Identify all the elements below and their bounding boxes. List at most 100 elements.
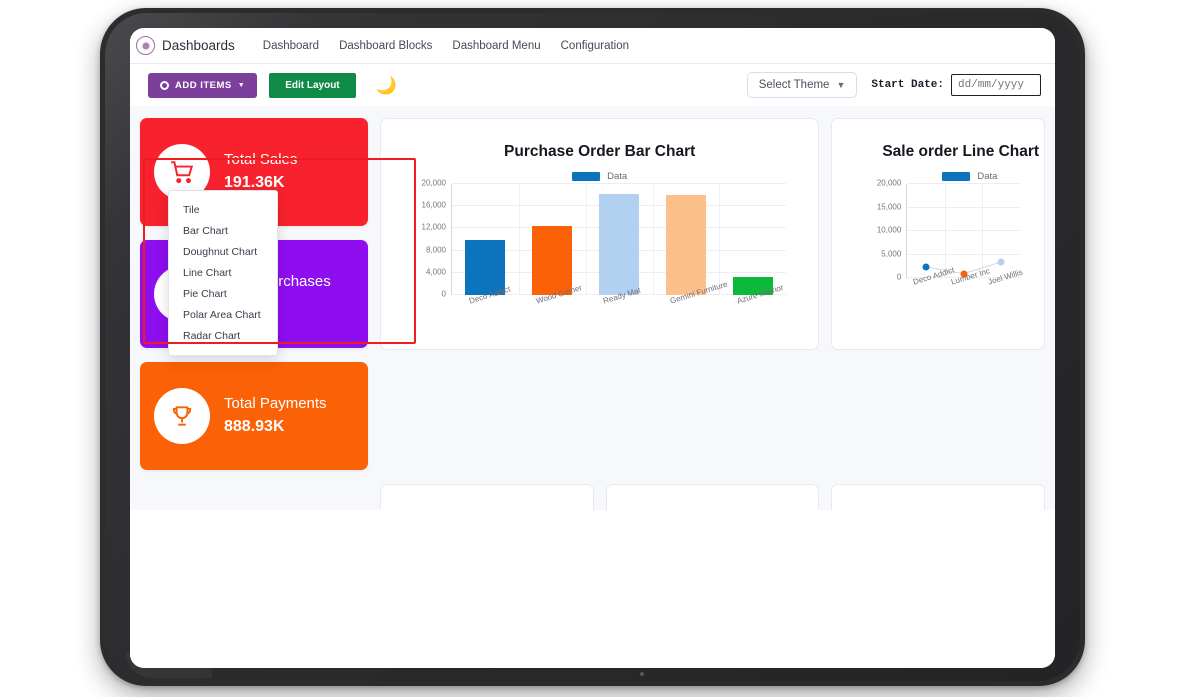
journal-title: Journal Entries xyxy=(864,509,1026,510)
pie-title: Purchase Pie Report xyxy=(625,509,801,510)
y-tick: 8,000 xyxy=(425,245,446,255)
start-date-input[interactable] xyxy=(951,74,1041,96)
bar[interactable] xyxy=(732,277,773,295)
gridline: 20,000 xyxy=(877,179,1020,188)
data-point[interactable] xyxy=(960,270,968,278)
legend-label: Data xyxy=(977,171,998,182)
y-tick: 10,000 xyxy=(876,225,902,235)
tile-total-payments[interactable]: Total Payments 888.93K xyxy=(140,362,368,470)
app-navbar: Dashboards Dashboard Dashboard Blocks Da… xyxy=(130,28,1055,64)
dropdown-item-polar-area-chart[interactable]: Polar Area Chart xyxy=(183,308,261,321)
gridline: 5,000 xyxy=(881,249,1020,258)
line-chart-axes: 0 5,000 10,000 15,000 20,000 xyxy=(877,179,1020,282)
legend-label: Data xyxy=(607,171,628,182)
legend-swatch xyxy=(942,172,971,181)
dropdown-item-bar-chart[interactable]: Bar Chart xyxy=(183,224,228,237)
line-chart-legend: Data xyxy=(942,171,1026,182)
y-tick: 0 xyxy=(441,289,446,299)
chevron-down-icon: ▼ xyxy=(836,80,846,90)
data-point[interactable] xyxy=(922,263,930,271)
add-items-label: ADD ITEMS xyxy=(175,79,232,91)
bar-chart-inner: Purchase Order Bar Chart Data xyxy=(391,129,809,325)
pie-inner: Purchase Pie Report Deco Addict Wood Cor… xyxy=(616,495,809,510)
card-journal-entries[interactable]: Journal Entries xyxy=(831,484,1045,510)
data-point[interactable] xyxy=(997,258,1005,266)
bar[interactable] xyxy=(599,194,640,295)
bar-chart-legend: Data xyxy=(399,171,800,182)
bar[interactable] xyxy=(465,240,506,295)
dropdown-item-radar-chart[interactable]: Radar Chart xyxy=(183,329,241,342)
gridline: 20,000 xyxy=(422,179,787,188)
bar-chart-plot: 0 4,000 8,000 12,000 16,000 20,000 xyxy=(405,179,794,319)
bar-chart-axes: 0 4,000 8,000 12,000 16,000 20,000 xyxy=(422,179,787,299)
dropdown-item-line-chart[interactable]: Line Chart xyxy=(183,266,232,279)
circular-logo-icon xyxy=(136,36,155,55)
y-tick: 12,000 xyxy=(421,222,446,232)
dropdown-item-tile[interactable]: Tile xyxy=(183,203,200,216)
bar-chart-title: Purchase Order Bar Chart xyxy=(504,143,696,160)
toolbar-right-group: Select Theme ▼ Start Date: xyxy=(746,72,1041,98)
y-tick: 20,000 xyxy=(421,178,446,188)
nav-link-configuration[interactable]: Configuration xyxy=(560,39,630,52)
empty-page-area xyxy=(130,510,1055,668)
y-tick: 15,000 xyxy=(876,202,902,211)
bar-series xyxy=(452,184,786,295)
edit-layout-button[interactable]: Edit Layout xyxy=(269,72,356,98)
card-purchase-pie-report[interactable]: Purchase Pie Report Deco Addict Wood Cor… xyxy=(605,484,820,510)
card-sale-order-doughnut-report[interactable]: Sale Order Doughnut Report Deco Addict L… xyxy=(380,484,594,510)
y-tick: 16,000 xyxy=(421,200,446,210)
start-date-label: Start Date: xyxy=(871,79,944,91)
nav-link-dashboard[interactable]: Dashboard xyxy=(262,39,320,52)
y-tick: 4,000 xyxy=(425,267,446,277)
gridline: 10,000 xyxy=(877,226,1020,235)
legend-item[interactable]: Data xyxy=(572,171,627,182)
dropdown-item-pie-chart[interactable]: Pie Chart xyxy=(183,287,227,300)
caret-down-icon: ▼ xyxy=(237,81,246,89)
gridline: 15,000 xyxy=(877,202,1020,211)
card-sale-order-line-chart[interactable]: Sale order Line Chart Data 0 5, xyxy=(831,118,1045,350)
device-screen: Dashboards Dashboard Dashboard Blocks Da… xyxy=(130,28,1055,668)
trophy-icon xyxy=(154,388,210,444)
line-chart-inner: Sale order Line Chart Data 0 5, xyxy=(842,129,1040,310)
moon-icon[interactable]: 🌙 xyxy=(375,75,397,95)
y-tick: 20,000 xyxy=(876,178,902,188)
line-chart-plot: 0 5,000 10,000 15,000 20,000 xyxy=(860,179,1024,304)
dropdown-item-doughnut-chart[interactable]: Doughnut Chart xyxy=(183,245,258,258)
start-date-group: Start Date: xyxy=(871,74,1041,96)
home-indicator xyxy=(640,672,644,676)
bar[interactable] xyxy=(666,195,706,295)
line-chart-title: Sale order Line Chart xyxy=(882,143,1040,160)
doughnut-title: Sale Order Doughnut Report xyxy=(399,509,575,510)
card-purchase-order-bar-chart[interactable]: Purchase Order Bar Chart Data xyxy=(380,118,820,350)
legend-swatch xyxy=(572,172,601,181)
nav-link-dashboard-blocks[interactable]: Dashboard Blocks xyxy=(339,39,433,52)
bar-chart-x-labels: Deco Addict Wood Corner Ready Mat Gemini Fu… xyxy=(451,280,786,319)
line-chart-x-labels: Deco Addict Lumber Inc Joel Willis xyxy=(906,266,1024,302)
tile-title: Total Payments xyxy=(224,394,327,412)
brand[interactable]: Dashboards xyxy=(136,36,235,55)
gridline: 0 xyxy=(897,273,1020,282)
tile-total-sales-text: Total Sales 191.36K xyxy=(224,150,298,193)
select-theme-label: Select Theme xyxy=(758,79,830,91)
gear-icon xyxy=(160,80,169,90)
add-items-dropdown-menu[interactable]: Tile Bar Chart Doughnut Chart Line Chart… xyxy=(168,190,278,356)
brand-name: Dashboards xyxy=(162,38,235,53)
journal-inner: Journal Entries xyxy=(842,495,1034,510)
tile-value: 888.93K xyxy=(224,418,285,436)
legend-item[interactable]: Data xyxy=(942,171,997,182)
y-tick: 5,000 xyxy=(881,249,902,258)
line-points xyxy=(907,184,1020,278)
dashboard-toolbar: ADD ITEMS ▼ Edit Layout 🌙 Select Theme ▼… xyxy=(130,64,1055,106)
tile-value: 191.36K xyxy=(224,174,285,192)
doughnut-inner: Sale Order Doughnut Report Deco Addict L… xyxy=(391,495,583,510)
tile-total-payments-text: Total Payments 888.93K xyxy=(224,394,327,437)
y-tick: 0 xyxy=(896,272,902,282)
nav-link-dashboard-menu[interactable]: Dashboard Menu xyxy=(452,39,541,52)
select-theme-dropdown[interactable]: Select Theme ▼ xyxy=(746,72,858,98)
tile-title: Total Sales xyxy=(224,150,298,168)
bar[interactable] xyxy=(532,226,573,295)
add-items-button[interactable]: ADD ITEMS ▼ xyxy=(148,72,258,98)
dashboard-body: Total Sales 191.36K xyxy=(130,106,1055,510)
tablet-device-frame: Dashboards Dashboard Dashboard Blocks Da… xyxy=(100,8,1085,686)
